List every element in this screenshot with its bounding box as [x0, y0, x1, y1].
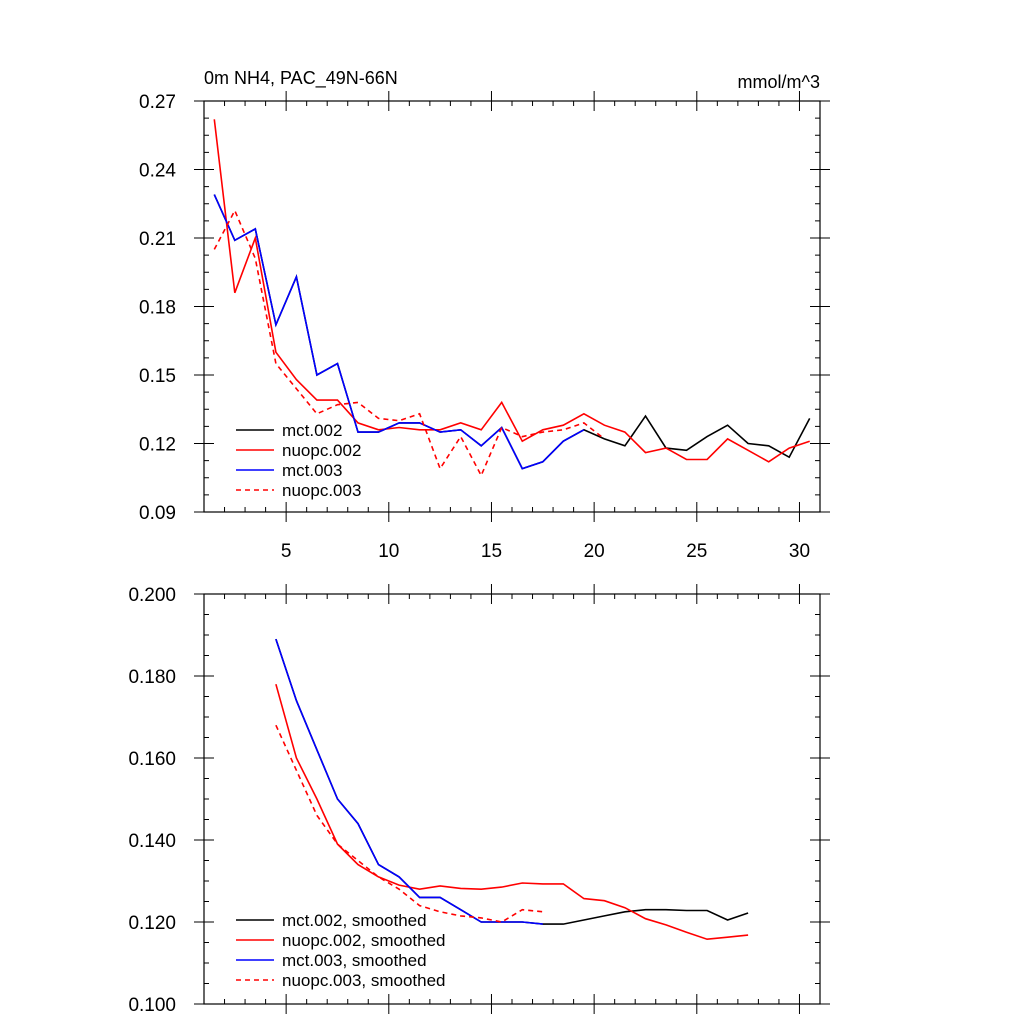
y-tick-label: 0.140	[128, 831, 176, 852]
series-line	[213, 119, 810, 463]
y-tick-label: 0.27	[139, 92, 176, 113]
series-line	[275, 683, 749, 941]
top-panel-series	[213, 119, 811, 478]
legend-label: nuopc.003, smoothed	[282, 971, 446, 990]
series-line	[275, 724, 543, 923]
bottom-panel-series	[275, 638, 749, 941]
x-tick-label: 30	[789, 541, 810, 562]
legend-label: mct.003	[282, 461, 342, 480]
y-tick-label: 0.160	[128, 749, 176, 770]
series-line	[275, 638, 543, 925]
legend-label: mct.003, smoothed	[282, 951, 427, 970]
y-tick-label: 0.120	[128, 913, 176, 934]
y-tick-label: 0.180	[128, 667, 176, 688]
y-tick-label: 0.18	[139, 298, 176, 319]
x-tick-label: 10	[378, 541, 399, 562]
y-tick-label: 0.100	[128, 995, 176, 1016]
x-tick-label: 20	[584, 541, 605, 562]
top-panel-units: mmol/m^3	[738, 72, 820, 92]
top-panel-ticks: 5 10 15 20 25 30 0.09 0.12 0.15 0.18 0.21 0.24 0.27	[139, 91, 830, 562]
series-line	[213, 194, 585, 470]
y-tick-label: 0.09	[139, 503, 176, 524]
legend-label: nuopc.002	[282, 441, 361, 460]
legend-label: nuopc.002, smoothed	[282, 931, 446, 950]
legend-label: mct.002	[282, 421, 342, 440]
y-tick-label: 0.24	[139, 161, 176, 182]
bottom-panel: 0.100 0.120 0.140 0.160 0.180 0.200 mct.002, …	[128, 584, 830, 1016]
bottom-panel-ticks: 0.100 0.120 0.140 0.160 0.180 0.200	[128, 584, 830, 1016]
y-tick-label: 0.200	[128, 585, 176, 606]
legend-label: nuopc.003	[282, 481, 361, 500]
top-panel: 0m NH4, PAC_49N-66N mmol/m^3 5 10 15 20 25 30…	[139, 68, 830, 562]
legend-label: mct.002, smoothed	[282, 911, 427, 930]
top-panel-title: 0m NH4, PAC_49N-66N	[204, 68, 398, 89]
series-line	[213, 208, 605, 478]
x-tick-label: 25	[686, 541, 707, 562]
y-tick-label: 0.15	[139, 366, 176, 387]
y-tick-label: 0.12	[139, 435, 176, 456]
y-tick-label: 0.21	[139, 229, 176, 250]
x-tick-label: 15	[481, 541, 502, 562]
x-tick-label: 5	[281, 541, 292, 562]
series-line	[275, 638, 749, 925]
